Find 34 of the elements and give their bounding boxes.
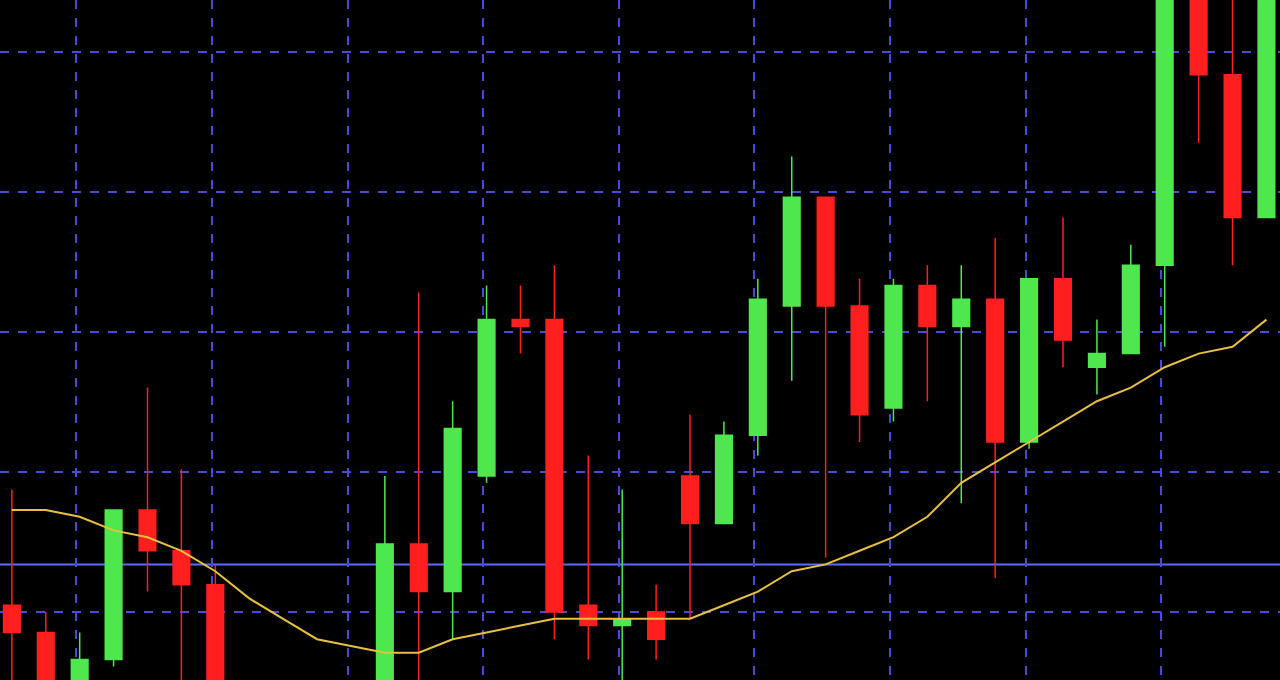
candlestick [714, 420, 733, 525]
candlestick [647, 584, 666, 661]
candlestick [952, 264, 971, 504]
candlestick [1223, 0, 1242, 266]
candlestick [1020, 278, 1039, 450]
candlestick [70, 631, 89, 680]
candlestick [918, 264, 937, 402]
candlestick [477, 284, 496, 484]
candlestick [1121, 244, 1140, 355]
candlestick [172, 468, 191, 680]
candlestick [1087, 318, 1106, 396]
candlestick [1155, 0, 1174, 348]
candlestick [443, 400, 462, 640]
candlestick [206, 563, 225, 680]
candlestick [613, 488, 632, 680]
candlestick [884, 278, 903, 423]
candlestick [409, 291, 428, 680]
candlestick [104, 509, 123, 668]
candlestick [782, 155, 801, 382]
candlestick [2, 488, 21, 680]
candlestick [375, 475, 394, 680]
candlestick [138, 386, 157, 593]
candlestick [1257, 0, 1276, 219]
candlestick [850, 278, 869, 443]
candlestick [36, 611, 55, 680]
candlestick [680, 414, 700, 620]
candlestick [545, 264, 564, 640]
candlestick [986, 237, 1005, 579]
candlestick [1053, 216, 1073, 368]
candlestick [511, 284, 530, 355]
candlestick [579, 454, 598, 661]
candlestick [816, 196, 835, 559]
candlestick [748, 278, 767, 457]
candlestick [1189, 0, 1208, 144]
